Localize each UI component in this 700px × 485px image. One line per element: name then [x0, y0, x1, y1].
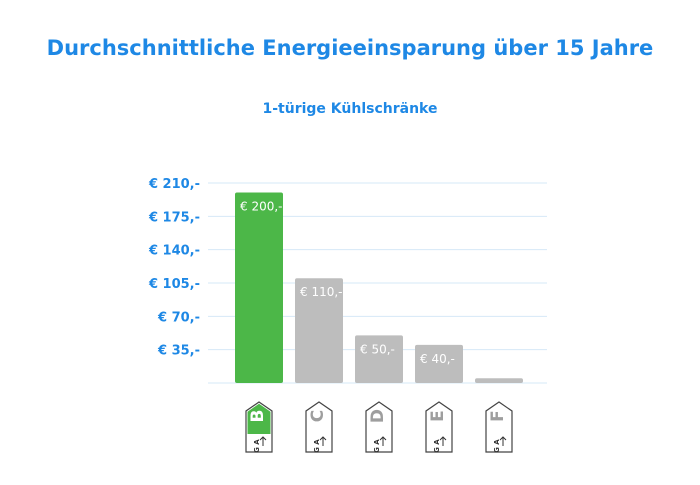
- scale-text-top: A: [433, 439, 441, 445]
- arrow-up-icon: [259, 436, 267, 446]
- y-tick-label: € 105,-: [148, 277, 200, 292]
- energy-class-letter: C: [308, 410, 328, 422]
- y-tick-label: € 140,-: [148, 244, 200, 259]
- scale-text-bottom: G: [253, 447, 261, 453]
- data-label: € 50,-: [360, 342, 395, 356]
- energy-class-letter: E: [428, 410, 448, 422]
- chart-title: Durchschnittliche Energieeinsparung über…: [46, 36, 654, 60]
- scale-text-bottom: G: [313, 447, 321, 453]
- bar-C: [295, 278, 343, 383]
- scale-text-top: A: [313, 439, 321, 445]
- arrow-up-icon: [439, 436, 447, 446]
- energy-label-fill: [247, 403, 271, 434]
- energy-class-letter: F: [488, 410, 508, 422]
- scale-text-top: A: [253, 439, 261, 445]
- energy-class-letter: D: [368, 409, 388, 423]
- bar-B: [235, 192, 283, 383]
- data-label: € 200,-: [240, 200, 283, 214]
- y-tick-label: € 70,-: [157, 310, 200, 325]
- bar-E: [415, 344, 463, 383]
- bar-D: [355, 335, 403, 383]
- scale-text-bottom: G: [433, 447, 441, 453]
- arrow-up-icon: [319, 436, 327, 446]
- scale-text-top: A: [373, 439, 381, 445]
- scale-text-top: A: [493, 439, 501, 445]
- y-tick-label: € 175,-: [148, 210, 200, 225]
- scale-text-bottom: G: [373, 447, 381, 453]
- energy-class-letter: B: [248, 410, 268, 423]
- bar-F: [475, 378, 523, 383]
- arrow-up-icon: [379, 436, 387, 446]
- arrow-up-icon: [499, 436, 507, 446]
- data-label: € 40,-: [420, 352, 455, 366]
- scale-text-bottom: G: [493, 447, 501, 453]
- y-tick-label: € 35,-: [157, 344, 200, 359]
- data-label: € 110,-: [300, 285, 343, 299]
- y-tick-label: € 210,-: [148, 177, 200, 192]
- chart-subtitle: 1-türige Kühlschränke: [262, 101, 438, 117]
